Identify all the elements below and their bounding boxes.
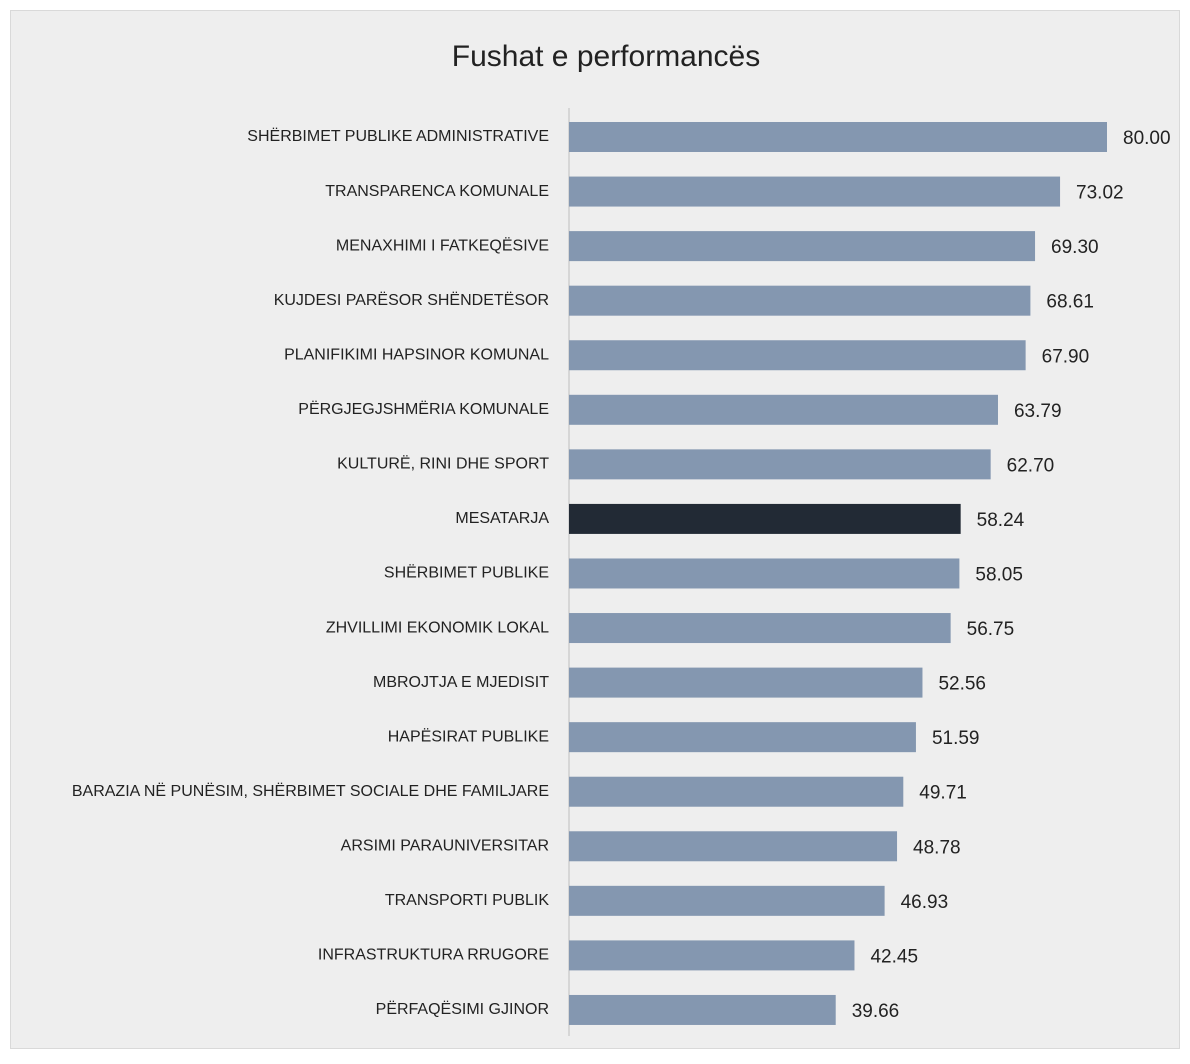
value-label: 73.02 xyxy=(1076,183,1124,204)
category-label: TRANSPARENCA KOMUNALE xyxy=(325,183,549,200)
value-label: 42.45 xyxy=(870,946,918,967)
bar xyxy=(569,831,898,862)
bar xyxy=(569,613,951,644)
bar xyxy=(569,776,904,807)
category-label: ZHVILLIMI EKONOMIK LOKAL xyxy=(326,619,549,636)
bar xyxy=(569,176,1061,207)
value-label: 58.05 xyxy=(975,564,1023,585)
category-label: INFRASTRUKTURA RRUGORE xyxy=(318,947,549,964)
bar xyxy=(569,449,991,480)
value-label: 52.56 xyxy=(938,674,986,695)
bar xyxy=(569,340,1026,371)
value-label: 62.70 xyxy=(1007,455,1055,476)
value-label: 80.00 xyxy=(1123,128,1171,149)
bar xyxy=(569,885,885,916)
category-label: PLANIFIKIMI HAPSINOR KOMUNAL xyxy=(284,346,549,363)
value-label: 68.61 xyxy=(1046,292,1094,313)
category-label: KUJDESI PARËSOR SHËNDETËSOR xyxy=(274,291,549,309)
value-label: 56.75 xyxy=(967,619,1015,640)
value-label: 67.90 xyxy=(1042,346,1090,367)
category-label: TRANSPORTI PUBLIK xyxy=(385,892,550,909)
value-label: 46.93 xyxy=(901,892,949,913)
bar xyxy=(569,394,998,425)
bar xyxy=(569,122,1107,152)
value-label: 48.78 xyxy=(913,837,961,858)
category-label: MBROJTJA E MJEDISIT xyxy=(373,674,549,691)
bar xyxy=(569,667,923,698)
bar xyxy=(569,285,1031,316)
bar xyxy=(569,558,960,589)
value-label: 63.79 xyxy=(1014,401,1062,422)
value-label: 51.59 xyxy=(932,728,980,749)
bar xyxy=(569,940,855,971)
category-label: PËRGJEGJSHMËRIA KOMUNALE xyxy=(298,400,549,418)
chart-title: Fushat e performancës xyxy=(452,40,760,73)
bar xyxy=(569,503,961,534)
bar xyxy=(569,231,1036,262)
category-label: HAPËSIRAT PUBLIKE xyxy=(388,727,549,745)
bar xyxy=(569,722,916,753)
value-label: 58.24 xyxy=(977,510,1025,531)
value-label: 39.66 xyxy=(852,1001,900,1022)
bar xyxy=(569,994,836,1025)
value-label: 69.30 xyxy=(1051,237,1099,258)
category-label: MESATARJA xyxy=(455,510,549,527)
category-label: KULTURË, RINI DHE SPORT xyxy=(337,455,549,473)
category-label: BARAZIA NË PUNËSIM, SHËRBIMET SOCIALE DH… xyxy=(72,782,549,800)
category-label: PËRFAQËSIMI GJINOR xyxy=(376,1000,549,1018)
category-label: SHËRBIMET PUBLIKE ADMINISTRATIVE xyxy=(247,127,549,145)
value-label: 49.71 xyxy=(919,783,967,804)
category-label: MENAXHIMI I FATKEQËSIVE xyxy=(336,236,549,254)
category-label: ARSIMI PARAUNIVERSITAR xyxy=(341,837,549,854)
category-label: SHËRBIMET PUBLIKE xyxy=(384,564,549,582)
